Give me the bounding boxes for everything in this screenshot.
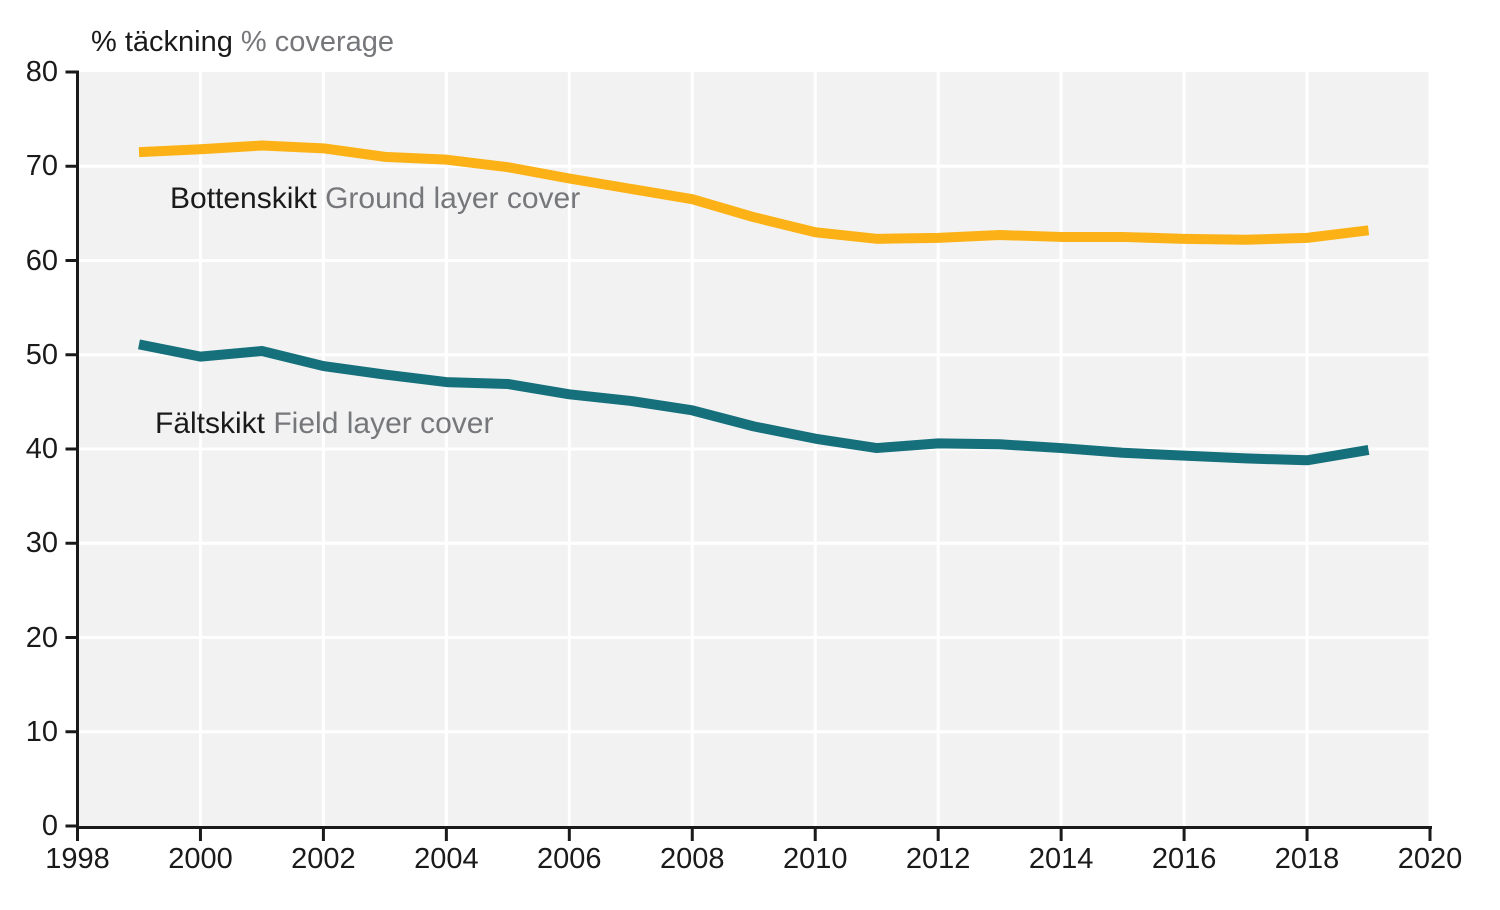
x-tick-label-2006: 2006 [537, 843, 602, 875]
chart-title-swedish: % täckning [91, 26, 233, 58]
y-tick-label-50: 50 [25, 338, 58, 371]
y-tick-label-0: 0 [41, 810, 58, 842]
y-tick-label-10: 10 [25, 715, 58, 748]
series-line-bottenskikt [138, 140, 1370, 245]
x-tick-label-2020: 2020 [1397, 843, 1463, 875]
y-tick-label-80: 80 [25, 56, 58, 88]
x-tick-label-2010: 2010 [782, 843, 848, 875]
series-line-faltskikt [137, 339, 1370, 466]
x-tick-label-2018: 2018 [1274, 843, 1340, 875]
series-label-faltskikt-swedish: Fältskikt [155, 407, 266, 440]
y-tick-label-20: 20 [25, 621, 58, 654]
chart-title-english: % coverage [240, 26, 395, 58]
series-label-faltskikt-english: Field layer cover [273, 407, 494, 440]
x-tick-label-2000: 2000 [168, 843, 233, 875]
series-label-bottenskikt: Bottenskikt Ground layer cover [170, 182, 580, 215]
x-tick-label-1998: 1998 [45, 843, 110, 875]
chart-title: % täckning % coverage [91, 26, 395, 59]
y-tick-label-60: 60 [25, 244, 58, 277]
x-tick-label-2004: 2004 [414, 843, 479, 875]
y-tick-label-70: 70 [25, 150, 58, 183]
y-tick-label-40: 40 [25, 433, 58, 465]
series-label-faltskikt: Fältskikt Field layer cover [155, 407, 493, 440]
y-tick-label-30: 30 [25, 527, 58, 560]
series-label-bottenskikt-swedish: Bottenskikt [170, 182, 317, 215]
x-tick-label-2012: 2012 [905, 843, 971, 875]
x-tick-label-2008: 2008 [660, 843, 725, 875]
x-tick-label-2002: 2002 [291, 843, 356, 875]
x-tick-label-2016: 2016 [1151, 843, 1217, 875]
series-label-bottenskikt-english: Ground layer cover [325, 182, 581, 215]
x-tick-label-2014: 2014 [1028, 843, 1094, 875]
